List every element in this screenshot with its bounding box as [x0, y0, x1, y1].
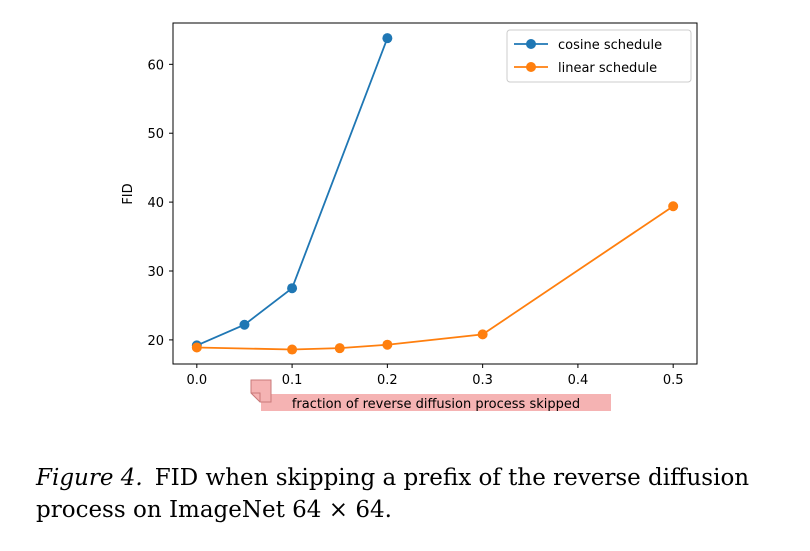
legend-marker-cosine-schedule: [526, 39, 536, 49]
plot-area-frame: [172, 22, 698, 365]
x-axis-ticks: 0.0 0.1 0.2 0.3 0.4 0.5: [186, 364, 684, 388]
x-tick-label: 0.1: [282, 373, 303, 388]
y-tick-label: 20: [147, 334, 164, 349]
x-tick-label: 0.0: [186, 373, 207, 388]
legend-marker-linear-schedule: [526, 62, 536, 72]
xlabel-highlight: [261, 394, 611, 411]
data-point-linear-schedule: [382, 339, 393, 350]
figure-label: Figure 4.: [36, 465, 143, 491]
data-point-cosine-schedule: [239, 319, 250, 330]
x-tick-label: 0.2: [377, 373, 398, 388]
data-point-cosine-schedule: [287, 283, 298, 294]
legend-box: [506, 29, 692, 83]
x-axis-label: fraction of reverse diffusion process sk…: [292, 397, 580, 412]
data-point-cosine-schedule: [382, 33, 393, 44]
data-point-linear-schedule: [668, 201, 679, 212]
data-point-linear-schedule: [287, 344, 298, 355]
series-layer: [191, 33, 679, 355]
y-tick-label: 30: [147, 265, 164, 280]
data-point-linear-schedule: [191, 342, 202, 353]
chart: 0.0 0.1 0.2 0.3 0.4 0.5 20 30 40 50 60 fraction o…: [121, 22, 698, 412]
series-line-cosine-schedule: [196, 37, 389, 347]
legend: cosine schedule linear schedule: [506, 29, 692, 83]
x-tick-label: 0.5: [663, 373, 684, 388]
x-tick-label: 0.4: [568, 373, 589, 388]
y-axis-label: FID: [121, 183, 136, 204]
series-line-linear-schedule: [196, 205, 674, 351]
legend-label-linear-schedule: linear schedule: [558, 61, 657, 76]
data-point-linear-schedule: [477, 329, 488, 340]
y-axis-ticks: 20 30 40 50 60: [147, 58, 173, 349]
y-tick-label: 40: [147, 196, 164, 211]
comment-note-icon[interactable]: [250, 379, 272, 403]
legend-label-cosine-schedule: cosine schedule: [558, 38, 662, 53]
y-tick-label: 50: [147, 127, 164, 142]
x-tick-label: 0.3: [472, 373, 493, 388]
y-tick-label: 60: [147, 58, 164, 73]
data-point-linear-schedule: [334, 343, 345, 354]
figure-caption: Figure 4. FID when skipping a prefix of t…: [36, 462, 796, 526]
caption-text: FID when skipping a prefix of the revers…: [36, 465, 750, 523]
